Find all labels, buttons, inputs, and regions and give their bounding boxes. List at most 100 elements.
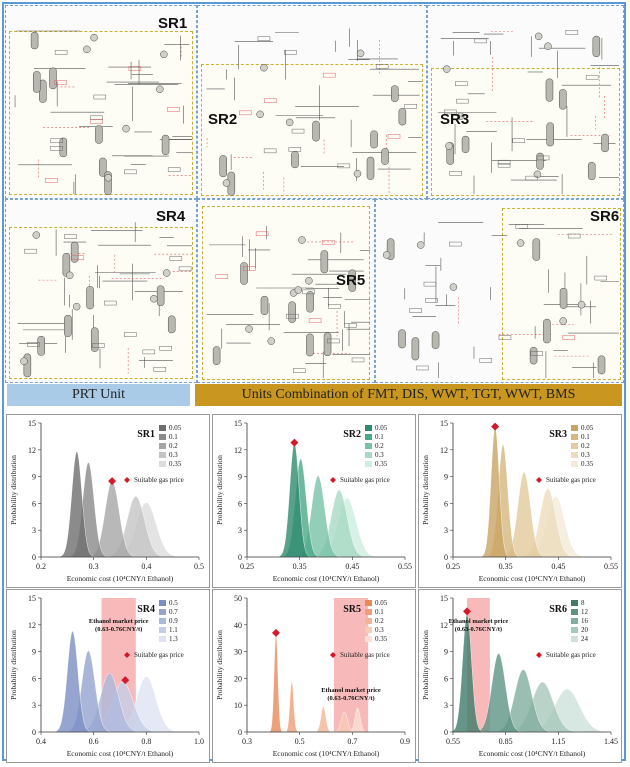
legend-label: 1.3 (169, 635, 178, 643)
panel-label: SR5 (336, 272, 366, 289)
legend-swatch (571, 461, 578, 467)
process-panel-sr2: SR2 (197, 5, 427, 199)
legend-swatch (159, 434, 166, 440)
stream-tag (562, 335, 576, 340)
heat-exchanger-icon (356, 49, 365, 58)
y-tick-label: 12 (28, 621, 36, 630)
heat-exchanger-icon (260, 63, 268, 72)
stream-tag (536, 155, 550, 161)
heat-exchanger-icon (445, 142, 453, 150)
vessel-icon (587, 161, 596, 181)
market-price-range-label: (0.63-0.76CNY/t) (327, 695, 374, 702)
stream-tag (50, 138, 63, 144)
y-tick-label: 10 (234, 701, 242, 710)
stream-tag (159, 345, 172, 351)
legend-label: 0.5 (169, 599, 178, 607)
vessel-icon (260, 295, 269, 315)
legend-swatch (159, 618, 166, 624)
vessel-icon (90, 327, 99, 352)
y-tick-label: 9 (32, 473, 36, 482)
stream-tag (302, 289, 315, 295)
flowsheet-elements (438, 30, 619, 194)
x-tick-label: 0.4 (36, 737, 46, 746)
panel-label: SR2 (208, 111, 238, 128)
y-tick-label: 9 (238, 473, 242, 482)
legend-swatch (365, 609, 372, 615)
panel-label: SR3 (440, 111, 470, 128)
stream-tag (455, 81, 468, 86)
legend-label: 0.35 (169, 460, 182, 468)
flowsheet-elements (206, 28, 422, 196)
process-panel-sr5: SR5 (197, 199, 375, 383)
vessel-icon (532, 238, 541, 261)
y-tick-label: 12 (440, 446, 448, 455)
stream-tag (479, 358, 493, 363)
vessel-icon (156, 285, 165, 307)
chart-title: SR1 (137, 429, 155, 440)
vessel-icon (391, 85, 399, 102)
legend-swatch (571, 600, 578, 606)
stream-tag (497, 159, 511, 165)
y-tick-label: 12 (234, 446, 242, 455)
legend-swatch (365, 434, 372, 440)
legend-swatch (159, 461, 166, 467)
heat-exchanger-icon (222, 179, 231, 187)
y-tick-label: 50 (234, 594, 242, 603)
x-axis-label: Economic cost (10⁴CNY/t Ethanol) (479, 574, 586, 583)
x-tick-label: 0.5 (194, 562, 204, 571)
flowsheet-elements (206, 226, 370, 378)
legend-swatch (365, 627, 372, 633)
y-tick-label: 3 (238, 526, 242, 535)
vessel-icon (212, 346, 221, 365)
stream-tag (167, 167, 181, 172)
chart-sr5: 0.3 0.5 0.7 0.9 0 10 20 30 40 50 Economic cost (10… (212, 589, 416, 763)
legend-swatch (159, 600, 166, 606)
y-tick-label: 15 (28, 594, 36, 603)
legend-label: 1.1 (169, 626, 178, 634)
vessel-icon (59, 137, 68, 158)
vessel-icon (167, 315, 176, 334)
stream-tag (50, 146, 63, 151)
series-0.1-curve (283, 680, 300, 733)
legend-label: 0.05 (375, 424, 388, 432)
heat-exchanger-icon (162, 269, 171, 277)
stream-tag (498, 335, 512, 340)
vessel-icon (348, 269, 357, 292)
legend-swatch (365, 600, 372, 606)
chart-title: SR3 (549, 429, 567, 440)
vessel-icon (219, 155, 227, 178)
vessel-icon (398, 108, 407, 126)
y-axis-label: Probability distribution (421, 630, 430, 700)
chart-sr4: 0.4 0.6 0.8 1.0 0 3 6 9 12 15 Economic cost (10⁴CN… (6, 589, 210, 763)
heat-exchanger-icon (417, 241, 425, 249)
prt-unit-box (201, 64, 423, 196)
market-price-band (333, 598, 369, 732)
vessel-icon (381, 148, 389, 165)
heat-exchanger-icon (122, 124, 130, 133)
stream-tag (328, 304, 341, 309)
stream-tag (104, 300, 117, 306)
legend-marker-icon (124, 477, 130, 483)
legend-label: 0.7 (169, 608, 178, 616)
legend-swatch (571, 434, 578, 440)
y-axis-label: Probability distribution (421, 455, 430, 525)
legend-swatch (365, 443, 372, 449)
stream-tag (387, 134, 401, 139)
y-tick-label: 12 (440, 621, 448, 630)
legend-label: 0.3 (169, 451, 178, 459)
vessel-icon (37, 335, 45, 356)
stream-tag (239, 110, 252, 116)
stream-tag (91, 343, 105, 348)
y-tick-label: 0 (32, 553, 36, 562)
x-tick-label: 0.4 (141, 562, 151, 571)
legend-label: 12 (581, 608, 589, 616)
stream-tag (456, 98, 469, 104)
legend-label: 0.1 (375, 608, 384, 616)
y-tick-label: 0 (238, 728, 242, 737)
stream-tag (54, 80, 67, 85)
legend-swatch (571, 452, 578, 458)
legend-swatch (571, 443, 578, 449)
heat-exchanger-icon (577, 300, 586, 309)
y-tick-label: 6 (444, 499, 448, 508)
legend-label: 16 (581, 617, 589, 625)
